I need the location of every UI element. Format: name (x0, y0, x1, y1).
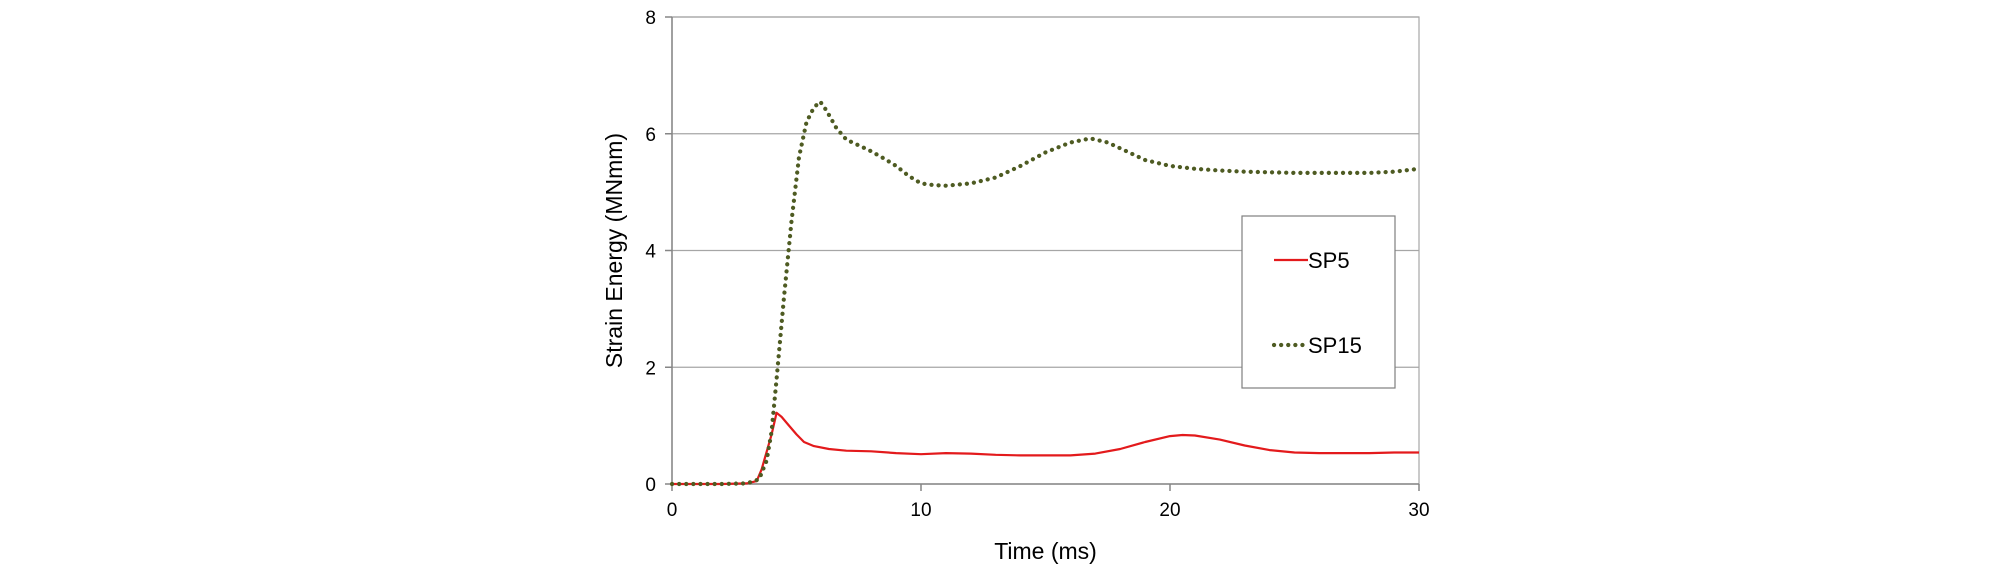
y-axis-title: Strain Energy (MNmm) (601, 133, 627, 368)
series-line-sp5 (672, 411, 1419, 486)
legend-label-sp5: SP5 (1308, 248, 1350, 273)
series-line-sp15 (669, 99, 1422, 487)
x-axis-title: Time (ms) (994, 538, 1097, 564)
y-tick-label-0: 0 (645, 475, 656, 496)
legend: SP5 SP15 (1241, 215, 1396, 389)
legend-label-sp15: SP15 (1308, 333, 1362, 358)
x-tick-label-10: 10 (910, 500, 931, 521)
x-tick-label-30: 30 (1408, 500, 1429, 521)
x-tick-label-0: 0 (667, 500, 678, 521)
y-tick-labels: 0 2 4 6 8 (645, 8, 672, 496)
y-tick-label-8: 8 (645, 8, 656, 29)
y-tick-label-2: 2 (645, 358, 656, 379)
x-tick-labels: 0 10 20 30 (667, 484, 1430, 521)
legend-box (1241, 215, 1396, 389)
y-tick-label-4: 4 (645, 242, 656, 263)
y-tick-label-6: 6 (645, 125, 656, 146)
series-lines (669, 99, 1422, 487)
x-tick-label-20: 20 (1159, 500, 1180, 521)
